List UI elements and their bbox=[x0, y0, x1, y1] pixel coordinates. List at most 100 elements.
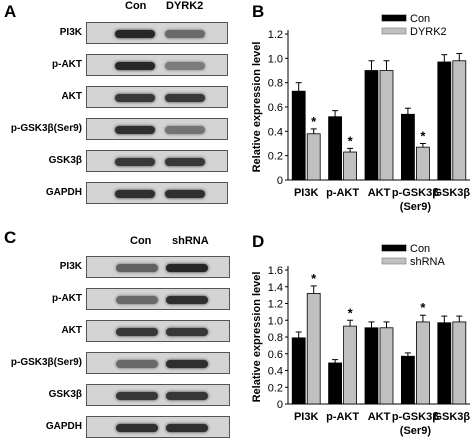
blot-strip bbox=[86, 384, 230, 406]
blot-strip bbox=[86, 352, 230, 374]
blot-row-label: GSK3β bbox=[48, 155, 82, 166]
bar bbox=[364, 327, 379, 405]
y-tick-label: 0.8 bbox=[268, 78, 283, 90]
y-tick-label: 1.6 bbox=[268, 265, 283, 277]
blot-row-label: p-GSK3β(Ser9) bbox=[10, 123, 82, 134]
blot-row: p-GSK3β(Ser9) bbox=[0, 352, 240, 374]
bar bbox=[291, 90, 306, 181]
panel-letter-b: B bbox=[252, 2, 265, 21]
protein-band bbox=[166, 296, 208, 304]
blot-row: AKT bbox=[0, 320, 240, 342]
protein-band bbox=[166, 328, 208, 336]
bar bbox=[437, 61, 452, 181]
blot-row-label: GAPDH bbox=[45, 187, 82, 198]
panel-letter-c: C bbox=[4, 228, 17, 247]
blot-row-label: p-GSK3β(Ser9) bbox=[10, 357, 82, 368]
blot-row-label: PI3K bbox=[59, 261, 82, 272]
bar bbox=[306, 133, 321, 181]
significance-marker: * bbox=[420, 300, 426, 315]
bar-chart-d: 0 0.2 0.4 0.6 0.8 1.0 1.2 1.4 1.6 Relative expres… bbox=[251, 243, 470, 437]
x-tick-label: p-AKT bbox=[326, 411, 359, 423]
bar bbox=[452, 321, 467, 405]
blot-strip bbox=[86, 320, 230, 342]
significance-marker: * bbox=[311, 114, 317, 129]
bar bbox=[415, 146, 430, 181]
y-tick-label: 0.6 bbox=[268, 102, 283, 114]
y-axis-label: Relative expression level bbox=[251, 42, 263, 173]
protein-band bbox=[116, 424, 158, 432]
significance-marker: * bbox=[420, 129, 426, 144]
blot-row-label: PI3K bbox=[59, 27, 82, 38]
protein-band bbox=[165, 158, 205, 166]
x-tick-label: AKT bbox=[368, 411, 391, 423]
protein-band bbox=[116, 392, 158, 400]
bar bbox=[328, 362, 342, 405]
y-axis-label: Relative expression level bbox=[251, 272, 263, 403]
x-tick-label: PI3K bbox=[294, 187, 319, 199]
bar bbox=[328, 116, 342, 181]
bar bbox=[415, 321, 430, 405]
blot-strip bbox=[86, 416, 230, 438]
blot-row: GSK3β bbox=[0, 150, 240, 172]
western-blot-panel-c: Con shRNA PI3K p-AKT AKT p-GSK3β(Ser9) GSK3β… bbox=[0, 226, 240, 448]
protein-band bbox=[115, 126, 155, 134]
panel-letter-a: A bbox=[4, 2, 17, 21]
blot-row: GAPDH bbox=[0, 416, 240, 438]
y-tick-label: 0.2 bbox=[268, 151, 283, 163]
protein-band bbox=[166, 424, 208, 432]
protein-band bbox=[115, 94, 155, 102]
bar bbox=[364, 70, 379, 181]
y-tick-label: 0.8 bbox=[268, 332, 283, 344]
x-tick-label: GSK3β bbox=[433, 411, 470, 423]
blot-row: p-AKT bbox=[0, 54, 240, 76]
blot-row: GAPDH bbox=[0, 182, 240, 204]
protein-band bbox=[165, 126, 205, 134]
legend-label: DYRK2 bbox=[410, 26, 447, 38]
y-tick-label: 1.2 bbox=[268, 29, 283, 41]
x-tick-sublabel: (Ser9) bbox=[400, 425, 432, 437]
bar bbox=[343, 325, 357, 405]
bar bbox=[343, 151, 357, 181]
x-tick-label: p-AKT bbox=[326, 187, 359, 199]
blot-strip bbox=[86, 22, 228, 44]
protein-band bbox=[115, 62, 155, 70]
legend-label: Con bbox=[410, 13, 430, 25]
legend-swatch bbox=[381, 27, 407, 35]
blot-row: GSK3β bbox=[0, 384, 240, 406]
blot-header-shrna: shRNA bbox=[172, 235, 209, 247]
blot-strip bbox=[86, 86, 228, 108]
y-tick-label: 0 bbox=[277, 175, 283, 187]
protein-band bbox=[165, 190, 205, 198]
legend-label: shRNA bbox=[410, 256, 446, 268]
protein-band bbox=[116, 360, 158, 368]
blot-strip bbox=[86, 150, 228, 172]
blot-header-dyrk2: DYRK2 bbox=[166, 0, 204, 12]
bar bbox=[291, 337, 306, 405]
legend-swatch bbox=[381, 14, 407, 22]
blot-row-label: AKT bbox=[61, 91, 82, 102]
bar bbox=[306, 293, 321, 405]
x-tick-label: PI3K bbox=[294, 411, 319, 423]
blot-strip bbox=[86, 182, 228, 204]
protein-band bbox=[165, 62, 205, 70]
y-tick-label: 0.6 bbox=[268, 349, 283, 361]
blot-header-con: Con bbox=[130, 235, 152, 247]
significance-marker: * bbox=[348, 305, 354, 320]
y-tick-label: 0.4 bbox=[268, 366, 283, 378]
protein-band bbox=[165, 94, 205, 102]
blot-row: PI3K bbox=[0, 256, 240, 278]
protein-band bbox=[115, 158, 155, 166]
protein-band bbox=[166, 264, 208, 272]
blot-row: p-AKT bbox=[0, 288, 240, 310]
y-tick-label: 1.0 bbox=[268, 315, 283, 327]
x-tick-label: AKT bbox=[368, 187, 391, 199]
y-tick-label: 0.2 bbox=[268, 382, 283, 394]
protein-band bbox=[116, 328, 158, 336]
x-tick-label: p-GSK3β bbox=[392, 187, 439, 199]
protein-band bbox=[116, 296, 158, 304]
blot-strip bbox=[86, 288, 230, 310]
y-tick-label: 0.4 bbox=[268, 126, 283, 138]
bar bbox=[400, 113, 415, 181]
bar bbox=[379, 70, 394, 181]
legend-label: Con bbox=[410, 243, 430, 255]
